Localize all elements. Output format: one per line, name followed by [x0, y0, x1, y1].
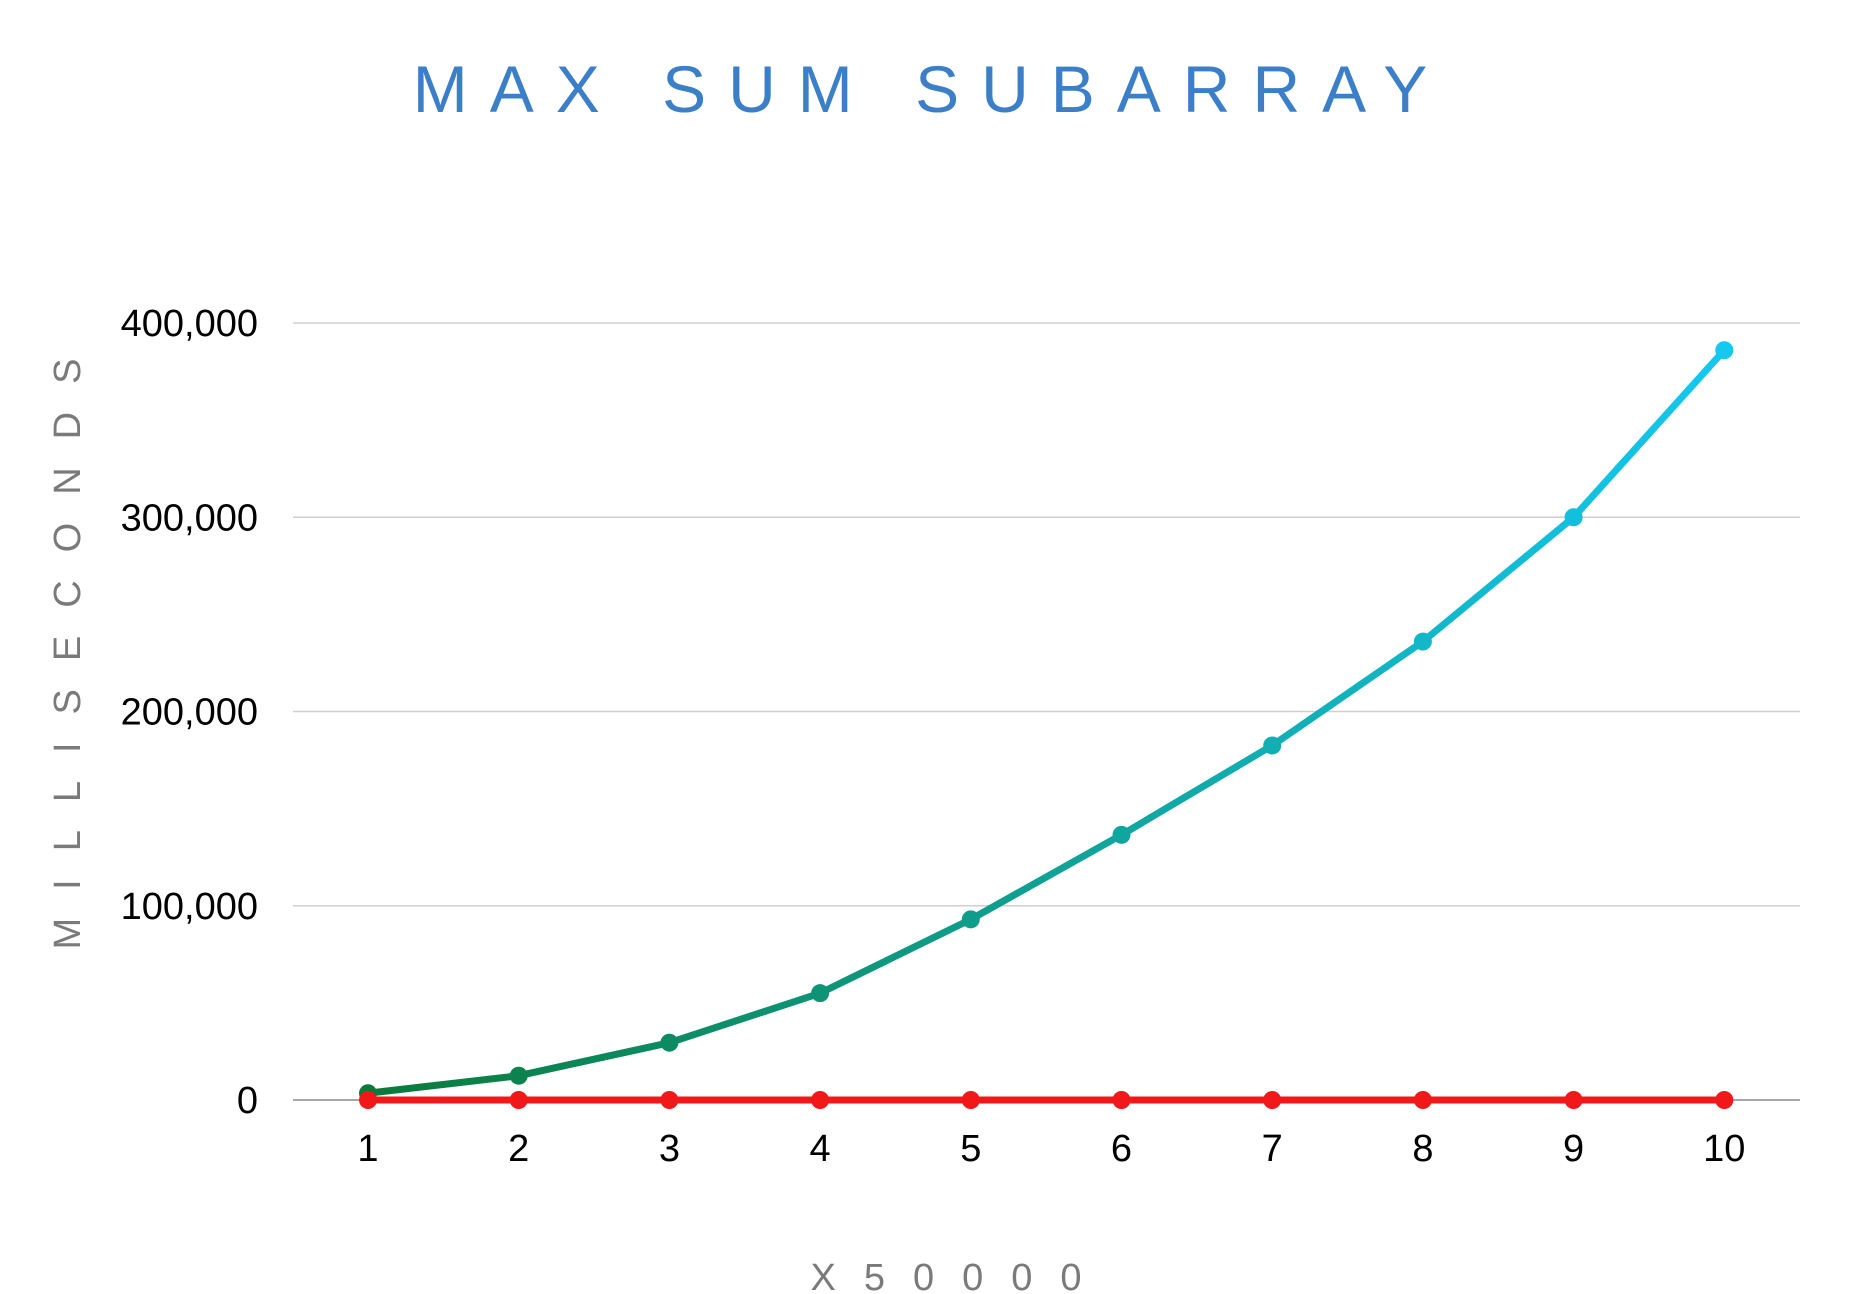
data-point [1564, 508, 1583, 527]
y-axis-ticks: 0 100,000 200,000 300,000 400,000 [121, 303, 258, 1122]
data-point [1112, 1091, 1131, 1109]
x-tick-label: 4 [810, 1128, 831, 1170]
series-2 [359, 1091, 1734, 1109]
x-tick-label: 1 [357, 1128, 378, 1170]
data-point [1564, 1091, 1583, 1109]
data-point [1263, 1091, 1282, 1109]
data-point [1413, 1091, 1432, 1109]
data-point [961, 1091, 980, 1109]
series-line [364, 346, 1728, 1097]
data-point [811, 984, 830, 1003]
data-point [1112, 825, 1131, 844]
plot-area [359, 341, 1734, 1109]
gridlines [293, 322, 1800, 1101]
data-point [811, 1091, 830, 1109]
y-tick-label: 300,000 [121, 497, 258, 539]
data-point [961, 910, 980, 929]
y-tick-label: 400,000 [121, 303, 258, 345]
y-tick-label: 0 [237, 1080, 258, 1122]
data-point [1413, 632, 1432, 651]
data-point [1715, 341, 1734, 360]
data-point [1715, 1091, 1734, 1109]
series-1 [359, 341, 1734, 1103]
data-point [509, 1091, 528, 1109]
y-axis-label: MILLISECONDS [47, 331, 89, 950]
x-tick-label: 6 [1111, 1128, 1132, 1170]
data-point [359, 1091, 377, 1109]
x-axis-ticks: 1 2 3 4 5 6 7 8 9 10 [357, 1128, 1745, 1170]
x-tick-label: 9 [1563, 1128, 1584, 1170]
data-point [509, 1066, 528, 1085]
y-tick-label: 100,000 [121, 886, 258, 928]
chart-title: MAX SUM SUBARRAY [413, 52, 1450, 126]
y-tick-label: 200,000 [121, 692, 258, 734]
x-tick-label: 3 [659, 1128, 680, 1170]
data-point [1263, 736, 1282, 755]
data-point [660, 1033, 679, 1052]
x-tick-label: 10 [1703, 1128, 1745, 1170]
x-tick-label: 8 [1412, 1128, 1433, 1170]
x-axis-label: X50000 [810, 1257, 1109, 1294]
data-point [660, 1091, 679, 1109]
x-tick-label: 5 [960, 1128, 981, 1170]
x-tick-label: 7 [1262, 1128, 1283, 1170]
x-tick-label: 2 [508, 1128, 529, 1170]
